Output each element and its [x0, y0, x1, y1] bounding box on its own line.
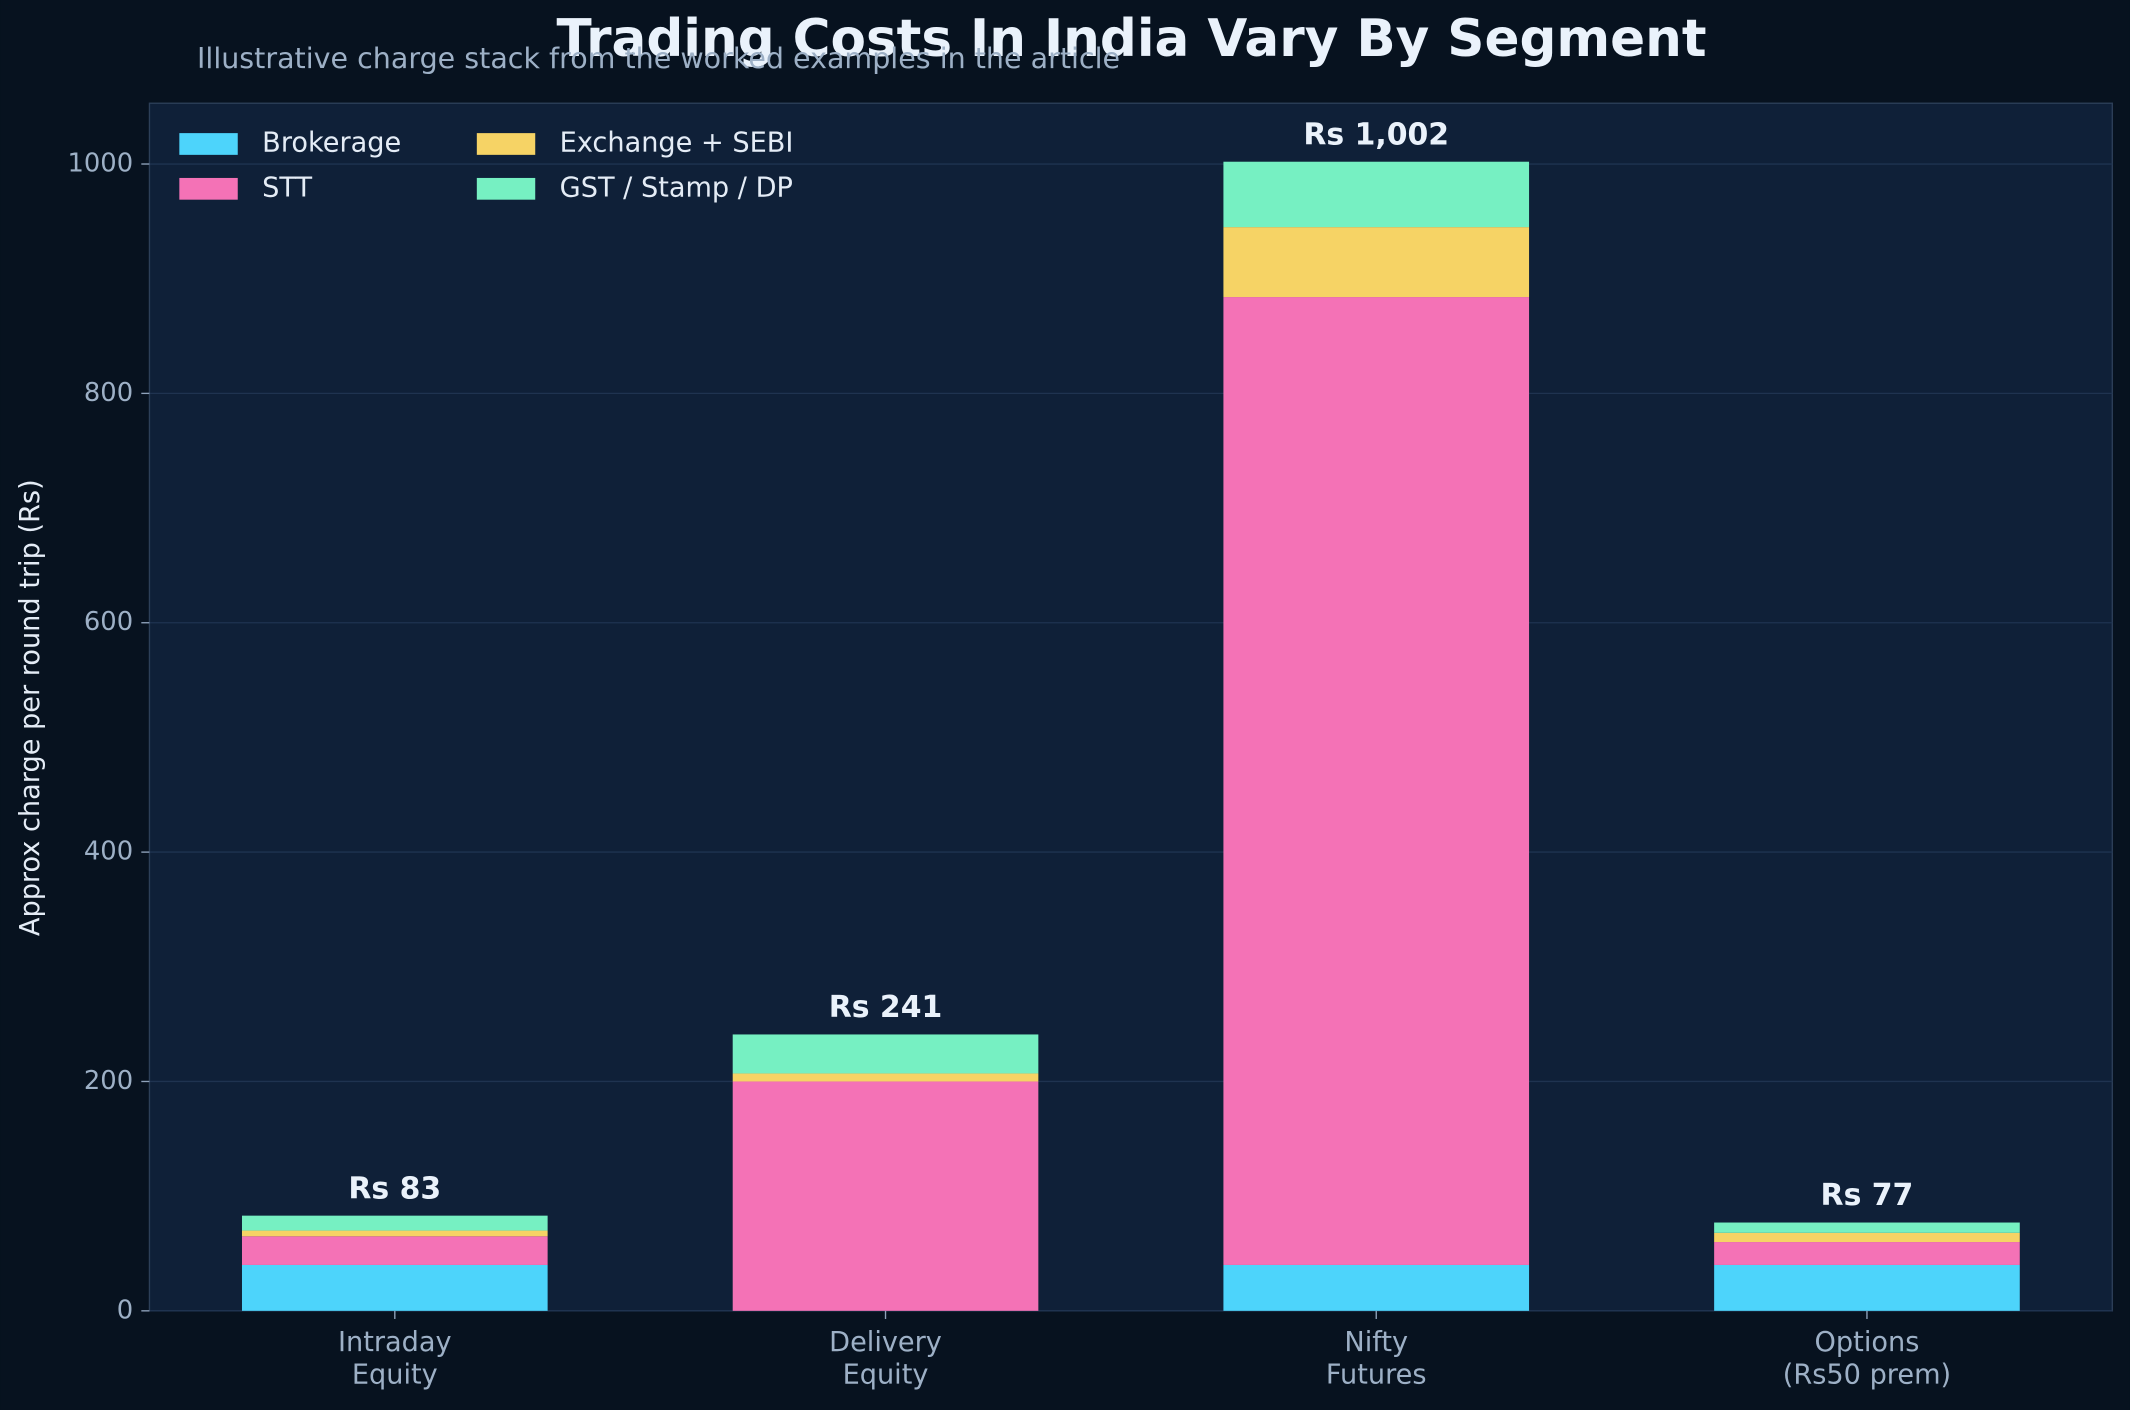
x-tick-label: Intraday [338, 1327, 452, 1358]
legend-swatch [476, 177, 536, 200]
legend-swatch [179, 177, 238, 200]
y-tick-label: 400 [84, 837, 133, 867]
bar-segment [732, 1034, 1039, 1074]
legend-label: Exchange + SEBI [560, 127, 794, 158]
bar-segment [241, 1236, 548, 1265]
bar-segment [1714, 1264, 2020, 1311]
x-tick-label: Options [1815, 1327, 1920, 1358]
total-label: Rs 83 [348, 1171, 441, 1206]
legend-label: Brokerage [262, 127, 401, 158]
bar-segment [1714, 1242, 2020, 1265]
bar-segment [241, 1230, 548, 1237]
y-tick-label: 1000 [67, 149, 133, 179]
bar-segment [1223, 227, 1530, 298]
y-axis-label: Approx charge per round trip (Rs) [15, 479, 46, 936]
bar-segment [1714, 1222, 2020, 1233]
bar-segment [241, 1264, 548, 1311]
total-label: Rs 77 [1821, 1178, 1914, 1213]
bar-segment [1223, 1264, 1530, 1311]
bar-segment [1223, 161, 1530, 228]
total-label: Rs 241 [829, 990, 943, 1025]
bar-segment [1714, 1232, 2020, 1243]
x-tick-label: Equity [352, 1360, 438, 1391]
y-tick-label: 0 [117, 1295, 133, 1325]
x-tick-label: Equity [843, 1360, 929, 1391]
chart-title: Trading Costs In India Vary By Segment [557, 9, 1707, 69]
legend-swatch [476, 133, 536, 155]
x-tick-label: Delivery [829, 1327, 942, 1358]
y-tick-label: 200 [84, 1066, 133, 1096]
legend-label: GST / Stamp / DP [560, 172, 793, 203]
plot-area [148, 102, 2113, 1312]
bar-segment [732, 1073, 1039, 1082]
bar-segment [241, 1215, 548, 1231]
x-tick-label: Nifty [1344, 1327, 1408, 1358]
y-tick-label: 600 [84, 607, 133, 637]
chart-subtitle: Illustrative charge stack from the worke… [197, 42, 1120, 75]
y-tick-label: 800 [84, 378, 133, 408]
x-tick-label: (Rs50 prem) [1783, 1360, 1951, 1391]
bar-segment [732, 1081, 1039, 1311]
legend-label: STT [262, 172, 312, 203]
x-tick-label: Futures [1326, 1360, 1427, 1391]
bar-segment [1223, 297, 1530, 1265]
total-label: Rs 1,002 [1303, 117, 1449, 152]
legend-swatch [179, 133, 238, 155]
